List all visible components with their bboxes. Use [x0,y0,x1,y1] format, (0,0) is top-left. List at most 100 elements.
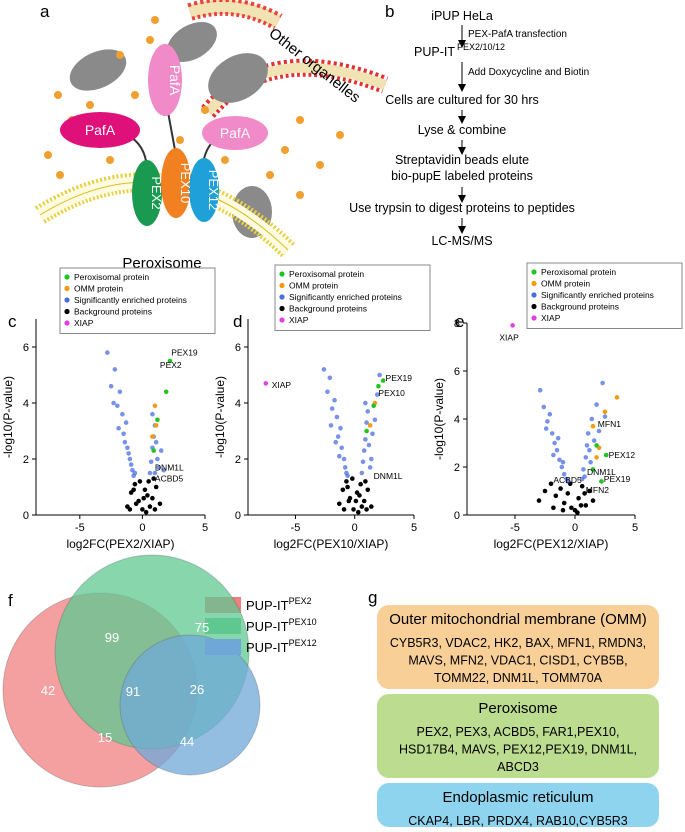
protein-list: ABCD3 [497,760,539,774]
point [359,470,365,476]
point [560,507,566,513]
step: Lyse & combine [418,123,507,137]
point [341,456,347,462]
step: iPUP HeLa [431,9,493,23]
point [591,438,597,443]
protein-list: CKAP4, LBR, PRDX4, RAB10,CYB5R3 [408,814,628,828]
point [337,501,342,507]
annotation: MFN1 [598,419,621,429]
x-tick-label: 0 [139,522,145,534]
y-tick-label: 2 [235,454,241,466]
point [380,378,386,383]
point [594,443,599,448]
point [334,414,340,420]
legend-swatch [205,639,241,655]
legend-swatch [205,618,241,634]
legend-swatch [279,282,285,289]
annotation: PEX10 [378,388,405,398]
point [153,423,159,428]
point [565,491,571,496]
point [365,409,371,414]
venn-count: 15 [98,730,112,745]
y-axis-label: -log10(P-value) [432,378,446,460]
point [377,372,382,378]
venn-count: 44 [180,734,194,749]
membrane [188,1,281,27]
point [543,426,549,431]
point [547,411,553,417]
y-tick-label: 0 [454,510,460,522]
panel-label: g [368,588,377,607]
point [132,470,138,476]
step-sup: PEX2/10/12 [457,42,505,52]
legend-swatch [531,292,537,298]
point [372,417,378,423]
point [600,380,605,386]
point [141,495,146,501]
x-tick-label: 5 [411,522,417,534]
protein-label: PEX12 [206,170,221,210]
point [510,323,515,328]
x-tick-label: -5 [291,522,301,534]
point [602,414,608,419]
x-tick-label: -5 [75,522,85,534]
point [551,452,556,458]
protein-list: CYB5R3, VDAC2, HK2, BAX, MFN1, RMDN3, [390,636,646,650]
pex10 [161,148,191,218]
point [594,455,599,460]
y-tick-label: 2 [23,454,29,466]
y-tick-label: 0 [235,510,241,522]
legend-label: PUP-ITPEX12 [246,638,317,655]
point [155,417,160,423]
legend-sup: PEX10 [289,617,317,627]
point [338,425,343,431]
point [333,439,339,445]
point [152,507,158,512]
point [361,448,367,453]
point [150,434,155,439]
legend-swatch [279,271,285,277]
point [321,367,327,372]
legend-swatch [531,303,537,310]
point [363,400,368,406]
legend-sup: PEX2 [289,596,312,606]
point [590,423,596,429]
point [561,471,567,477]
legend-label: Peroxisomal protein [289,269,364,279]
point [369,504,374,509]
protein-label: PEX2 [149,176,164,209]
point [146,479,151,484]
point [152,403,158,409]
y-tick-label: 2 [454,462,460,474]
point [552,440,557,446]
y-tick-label: 4 [235,398,241,410]
point [576,495,581,501]
point [582,491,587,496]
point [585,431,591,436]
vesicle [167,22,217,62]
point [367,423,373,428]
step: PUP-IT [414,45,455,59]
point [590,467,596,472]
legend-box [59,267,216,334]
panel-label: c [8,312,17,331]
legend-swatch [64,274,70,280]
x-tick-label: 5 [632,522,638,534]
x-tick-label: 0 [572,522,578,534]
point [123,420,129,425]
legend-label: OMM protein [289,281,338,291]
panel-g: g Outer mitochondrial membrane (OMM) CYB5… [368,588,659,828]
point [369,456,374,462]
protein-list: PEX2, PEX3, ACBD5, FAR1,PEX10, [417,725,620,739]
point [151,448,156,453]
protein-label: PafA [220,125,251,141]
point [582,474,587,479]
point [578,503,584,508]
legend-label: PUP-IT [246,640,289,655]
y-tick-label: 6 [454,366,460,378]
point [357,493,362,498]
step: Streptavidin beads elute [395,153,529,167]
panel-label: f [8,591,13,610]
category-box [377,694,659,778]
point [359,504,365,509]
